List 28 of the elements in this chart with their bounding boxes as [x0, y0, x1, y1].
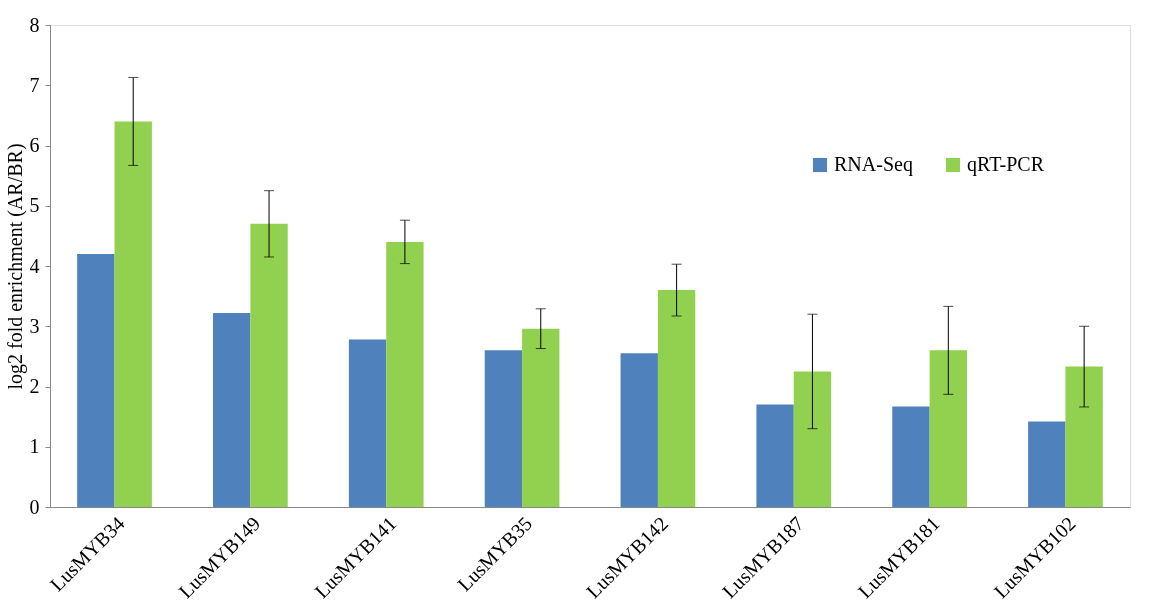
y-tick-label: 1: [29, 435, 40, 458]
bar: [386, 241, 424, 507]
bar: [1028, 421, 1066, 507]
legend-label: RNA-Seq: [834, 153, 913, 176]
legend-label: qRT-PCR: [967, 153, 1045, 176]
bar: [77, 253, 115, 507]
y-tick-label: 4: [29, 254, 40, 277]
bar: [892, 406, 930, 507]
y-axis-title: log2 fold enrichment (AR/BR): [3, 143, 27, 390]
bar: [348, 339, 387, 507]
y-tick-label: 3: [29, 314, 40, 337]
y-tick-label: 5: [29, 194, 40, 217]
bar: [929, 350, 967, 507]
bar: [620, 353, 658, 507]
bar: [657, 290, 696, 507]
y-tick-label: 7: [29, 73, 40, 96]
y-tick-label: 0: [29, 495, 40, 518]
bar: [114, 121, 152, 507]
bar: [756, 404, 794, 507]
bar: [1065, 366, 1103, 507]
bar: [213, 312, 251, 507]
bar: [484, 350, 523, 507]
y-tick-label: 6: [29, 134, 40, 156]
y-tick-label: 2: [29, 375, 40, 397]
bar: [793, 371, 832, 507]
bar: [522, 328, 560, 507]
bar: [250, 223, 288, 507]
y-tick-label: 8: [29, 13, 40, 36]
